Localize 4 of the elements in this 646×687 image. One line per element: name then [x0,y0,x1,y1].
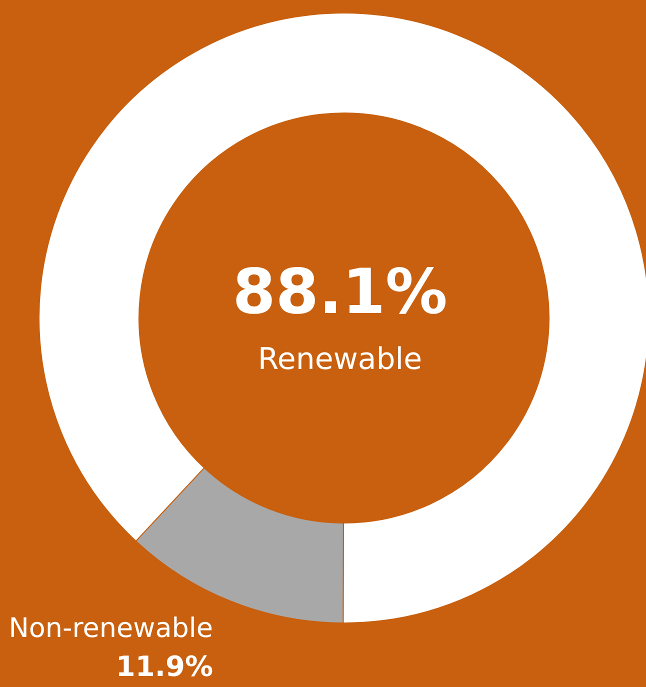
data-label: 88.1% [232,255,448,328]
slice-label: Renewable [258,342,422,377]
data-label: 11.9% [116,650,213,683]
slice-label: Non-renewable [8,613,213,644]
